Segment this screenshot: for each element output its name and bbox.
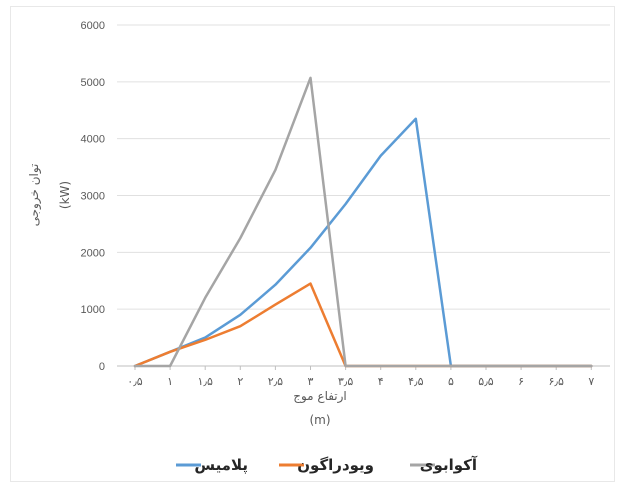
series-line-2 (133, 282, 593, 368)
y-tick-label: 6000 (81, 20, 105, 32)
series-line-1 (133, 117, 593, 368)
y-tick-label: 0 (99, 361, 105, 373)
series-line-3 (133, 76, 593, 368)
x-tick-label: ۳٫۵ (338, 376, 353, 388)
legend-label-3: آکوابوی (420, 456, 478, 474)
y-axis-label: توان خروجی (27, 164, 42, 227)
legend-label-2: ویودراگون (297, 456, 374, 474)
x-tick-label: ۳ (308, 376, 314, 388)
y-tick-label: 4000 (81, 134, 105, 146)
y-tick-label: 5000 (81, 77, 105, 89)
x-tick-label: ۵٫۵ (478, 376, 493, 388)
x-axis-label: ارتفاع موج (293, 389, 347, 404)
y-tick-label: 2000 (81, 247, 105, 259)
y-axis-ticks: 0 1000 2000 3000 4000 5000 6000 (81, 20, 105, 373)
x-tick-label: ۰٫۵ (127, 376, 142, 388)
x-tick-label: ۱ (167, 376, 173, 388)
x-axis-unit: (m) (309, 413, 330, 427)
x-tick-label: ۶ (518, 376, 524, 388)
series-lines (133, 76, 593, 368)
x-tick-label: ۷ (588, 376, 594, 388)
x-axis-ticks: ۰٫۵ ۱ ۱٫۵ ۲ ۲٫۵ ۳ ۳٫۵ ۴ ۴٫۵ ۵ ۵٫۵ ۶ ۶٫۵ ۷ (127, 366, 594, 388)
x-tick-label: ۴ (378, 376, 384, 388)
y-axis-unit: (kW) (58, 181, 72, 209)
x-tick-label: ۶٫۵ (549, 376, 564, 388)
y-tick-label: 1000 (81, 304, 105, 316)
legend: پلامیس ویودراگون آکوابوی (176, 456, 478, 475)
x-tick-label: ۵ (448, 376, 454, 388)
x-tick-label: ۲ (237, 376, 243, 388)
gridlines (117, 24, 610, 367)
x-tick-label: ۲٫۵ (268, 376, 283, 388)
legend-label-1: پلامیس (194, 456, 248, 475)
y-tick-label: 3000 (81, 191, 105, 203)
x-tick-label: ۱٫۵ (198, 376, 213, 388)
y-axis-title: توان خروجی (kW) (27, 164, 72, 227)
x-tick-label: ۴٫۵ (408, 376, 423, 388)
